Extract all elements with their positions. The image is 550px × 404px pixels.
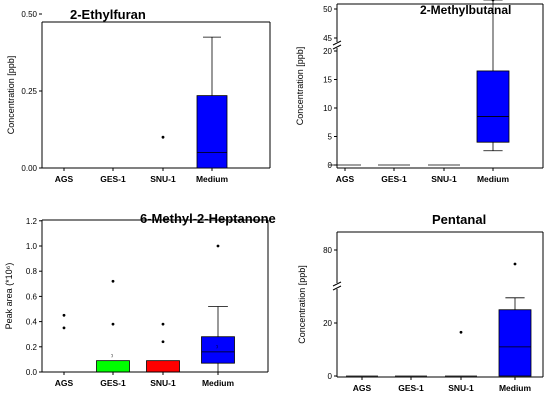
outlier-point — [216, 244, 220, 248]
y-tick-label: 0 — [328, 161, 333, 170]
outlier-point — [62, 313, 66, 317]
y-axis-label: Peak area (*10⁶) — [4, 263, 14, 330]
y-axis-label: Concentration [ppb] — [6, 56, 16, 135]
x-tick-label: Medium — [202, 378, 235, 388]
outlier-point — [161, 340, 165, 344]
y-tick-label: 0.8 — [26, 267, 38, 276]
chart-svg: 6-Methyl-2-Heptanone Peak area (*10⁶) 0.0 0… — [4, 211, 276, 388]
y-tick-label: 1.0 — [26, 242, 38, 251]
x-tick-label: AGS — [55, 174, 74, 184]
axis-break-gap — [334, 283, 340, 289]
x-tick-label: GES-1 — [398, 383, 424, 393]
x-tick-label: AGS — [353, 383, 372, 393]
x-tick-label: Medium — [196, 174, 229, 184]
y-tick-label: 0.0 — [26, 368, 38, 377]
axis-break-gap — [334, 42, 340, 48]
y-tick-label: 20 — [323, 47, 332, 56]
x-tick-label: SNU-1 — [431, 174, 457, 184]
y-tick-label: 15 — [323, 76, 332, 85]
x-tick-label: SNU-1 — [150, 378, 176, 388]
y-axis-label: Concentration [ppb] — [297, 265, 307, 344]
y-tick-label: 1.2 — [26, 217, 38, 226]
chart-2-methylbutanal: 2-Methylbutanal Concentration [ppb] 0 5 10 15… — [275, 0, 550, 200]
box — [498, 309, 532, 377]
chart-title: 2-Methylbutanal — [420, 3, 511, 17]
chart-svg: Pentanal Concentration [ppb] 0 20 80 AGS GES-1… — [297, 212, 544, 393]
outlier-point — [161, 322, 165, 326]
mean-marker: ˀ — [111, 355, 113, 361]
box — [476, 70, 510, 143]
chart-svg: 2-Ethylfuran Concentration [ppb] 0.00 0.25 0… — [6, 7, 271, 184]
axis-break-mark — [332, 44, 342, 50]
y-tick-label: 5 — [328, 133, 333, 142]
chart-2-ethylfuran: 2-Ethylfuran Concentration [ppb] 0.00 0.25 0… — [0, 0, 275, 200]
y-tick-label: 0.4 — [26, 318, 38, 327]
box — [96, 360, 130, 373]
y-tick-label: 0.6 — [26, 292, 38, 301]
x-tick-label: SNU-1 — [448, 383, 474, 393]
y-tick-label: 0 — [328, 372, 333, 381]
chart-title: 2-Ethylfuran — [70, 7, 146, 22]
x-tick-label: GES-1 — [381, 174, 407, 184]
y-tick-label: 10 — [323, 104, 332, 113]
outlier-point — [161, 135, 165, 139]
y-axis-label: Concentration [ppb] — [295, 47, 305, 126]
x-tick-label: AGS — [336, 174, 355, 184]
box — [146, 360, 180, 373]
chart-title: 6-Methyl-2-Heptanone — [140, 211, 276, 226]
chart-title: Pentanal — [432, 212, 486, 227]
axis-break-mark — [332, 40, 342, 46]
x-tick-label: AGS — [55, 378, 74, 388]
x-tick-label: Medium — [499, 383, 532, 393]
box — [201, 336, 235, 364]
outlier-point — [62, 326, 66, 330]
x-tick-label: GES-1 — [100, 174, 126, 184]
chart-pentanal: Pentanal Concentration [ppb] 0 20 80 AGS GES-1… — [275, 202, 550, 404]
axis-break-mark — [332, 281, 342, 287]
chart-svg: 2-Methylbutanal Concentration [ppb] 0 5 10 15… — [295, 0, 544, 184]
x-tick-label: SNU-1 — [150, 174, 176, 184]
x-tick-label: Medium — [477, 174, 510, 184]
y-tick-label: 50 — [323, 5, 332, 14]
y-tick-label: 0.00 — [21, 164, 37, 173]
outlier-point — [111, 322, 115, 326]
y-tick-label: 45 — [323, 34, 332, 43]
box — [196, 95, 228, 169]
mean-marker: ˀ — [216, 346, 218, 352]
outlier-point — [513, 262, 517, 266]
outlier-point — [111, 279, 115, 283]
y-tick-label: 20 — [323, 319, 332, 328]
x-tick-label: GES-1 — [100, 378, 126, 388]
outlier-point — [491, 0, 495, 2]
outlier-point — [459, 330, 463, 334]
y-tick-label: 0.50 — [21, 10, 37, 19]
axis-break-mark — [332, 285, 342, 291]
y-tick-label: 80 — [323, 246, 332, 255]
y-tick-label: 0.25 — [21, 87, 37, 96]
chart-6-methyl-2-heptanone: 6-Methyl-2-Heptanone Peak area (*10⁶) 0.0 0… — [0, 202, 276, 404]
y-tick-label: 0.2 — [26, 343, 38, 352]
